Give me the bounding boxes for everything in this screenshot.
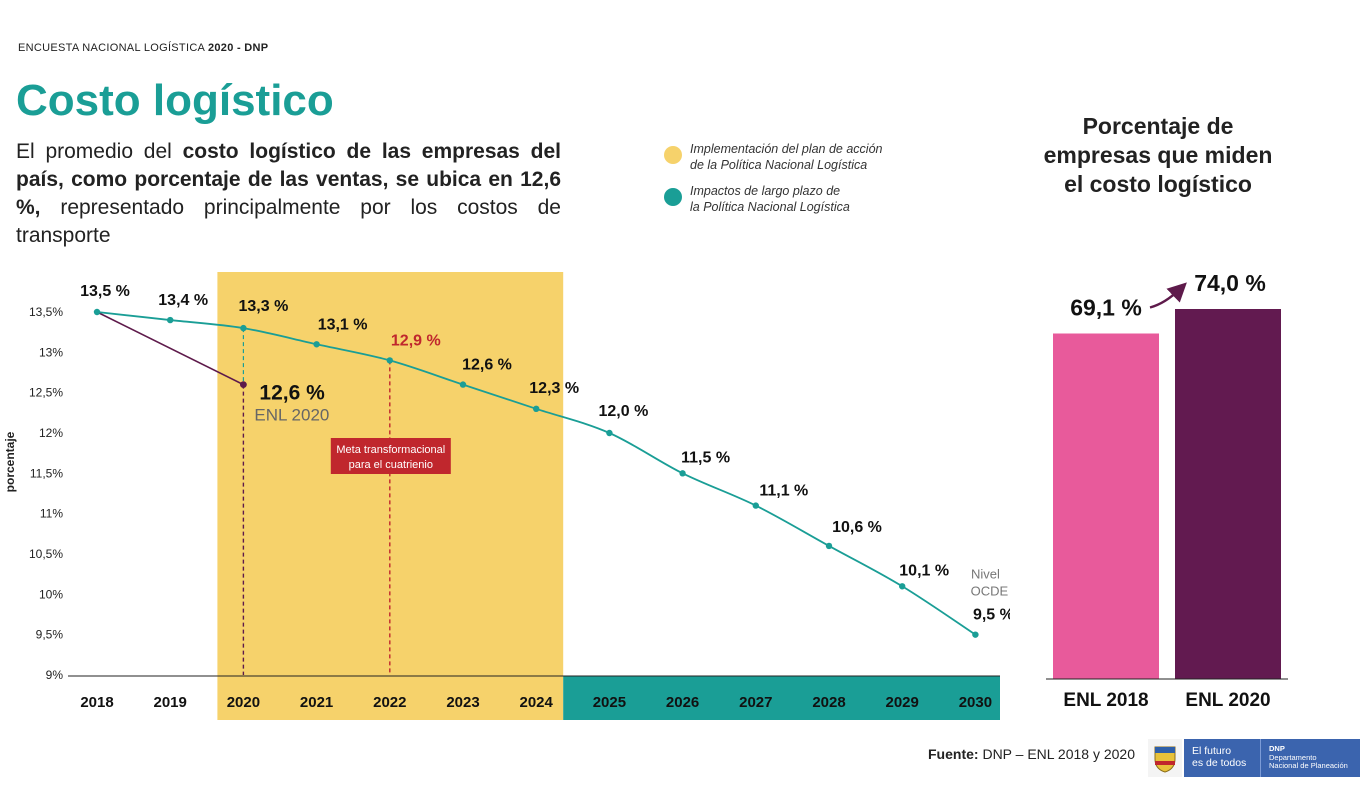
x-tick-label-2021: 2021 [300,694,333,711]
bar-chart-title: Porcentaje de empresas que miden el cost… [1043,113,1273,197]
data-label-2023: 12,6 % [462,357,512,374]
legend: Implementación del plan de acción de la … [664,141,910,215]
target-box [330,438,451,474]
data-point-2026 [679,470,686,477]
data-label-2027: 11,1 % [759,483,808,500]
data-point-2025 [606,429,613,437]
dnp-acronym: DNP [1269,744,1285,753]
x-tick-label-2024: 2024 [520,694,554,711]
header-suffix: 2020 - DNP [207,42,269,54]
government-logo-block: El futuro es de todos DNP Departamento N… [1148,739,1360,777]
y-tick-label: 9% [46,668,64,682]
ocde-label-line1: Nivel [971,567,1000,582]
subtitle: El promedio del costo logístico de las e… [16,138,561,250]
data-point-2028 [825,542,833,550]
dnp-name-line2: Nacional de Planeación [1269,761,1348,770]
long-term-period-band [563,676,1000,720]
subtitle-part1: El promedio del [16,140,183,163]
data-label-2026: 11,5 % [681,449,730,466]
legend-item-implementation: Implementación del plan de acción de la … [664,141,910,173]
data-label-2019: 13,4 % [158,292,208,309]
target-label-line2: para el cuatrienio [349,459,433,471]
line-chart: 13,5% 13% 12,5% 12% 11,5% 11% 10,5% 10% 9,5% 9% po… [3,272,1010,720]
enl2020-line [96,311,244,386]
data-point-2024 [533,405,540,412]
subtitle-bold: costo logístico de las empresas del país… [16,140,561,219]
legend-item-long-term: Impactos de largo plazo de la Política N… [664,183,910,215]
enl2020-sublabel: ENL 2020 [254,406,329,425]
bar-value-label-2020: 74,0 % [1194,270,1266,296]
slogan-line1: El futuro [1192,745,1232,757]
data-label-2021: 13,1 % [318,316,368,333]
dnp-box: DNP Departamento Nacional de Planeación [1260,739,1360,777]
source-note: Fuente: DNP – ENL 2018 y 2020 [928,746,1135,762]
coat-of-arms-icon [1148,739,1182,777]
bar-chart: ENL 2018 ENL 2020 69,1 % 74,0 % [1046,270,1288,711]
source-text: DNP – ENL 2018 y 2020 [982,746,1135,762]
y-tick-label: 11% [40,507,63,521]
x-tick-label-2027: 2027 [739,694,772,711]
data-label-2018: 13,5 % [80,283,130,300]
data-point-2018 [93,308,101,316]
enl2020-value-label: 12,6 % [259,382,325,405]
data-label-2020: 13,3 % [238,298,288,315]
x-tick-label-2029: 2029 [886,694,919,711]
y-tick-label: 12% [39,426,63,440]
data-point-2029 [899,583,906,590]
y-tick-label: 9,5% [36,628,64,642]
legend-implementation-line1: Implementación del plan de acción [690,142,883,156]
subtitle-part2: representado principalmente por los cost… [16,196,561,247]
data-point-2022 [386,357,393,364]
y-tick-label: 13,5% [29,305,63,319]
data-label-2024: 12,3 % [529,380,579,397]
x-tick-label-2023: 2023 [446,694,479,711]
bar-value-label-2018: 69,1 % [1070,295,1142,321]
report-header: ENCUESTA NACIONAL LOGÍSTICA 2020 - DNP [18,42,268,54]
bar-category-label: ENL 2018 [1063,690,1148,711]
bar-category-label: ENL 2020 [1185,690,1270,711]
data-label-2025: 12,0 % [598,403,648,420]
legend-long-term-line1: Impactos de largo plazo de [690,184,841,198]
y-tick-label: 10,5% [29,547,63,561]
x-tick-label-2028: 2028 [812,694,845,711]
x-tick-label-2030: 2030 [959,694,992,711]
data-point-2019 [167,316,174,324]
enl2020-point [240,381,247,388]
data-label-2030: 9,5 % [973,607,1010,624]
ocde-label-line2: OCDE [971,584,1009,599]
increase-arrow-icon [1149,282,1187,309]
data-label-2022: 12,9 % [391,332,441,349]
y-tick-label: 11,5% [30,466,63,480]
x-tick-label-2019: 2019 [154,694,187,711]
x-tick-label-2018: 2018 [80,694,113,711]
legend-dot-teal [664,188,682,206]
slogan-box: El futuro es de todos [1184,739,1260,777]
source-label: Fuente: [928,746,979,762]
data-point-2023 [459,381,467,388]
bar-enl-2018 [1053,333,1159,679]
legend-dot-yellow [664,146,682,164]
data-label-2028: 10,6 % [832,519,882,536]
legend-long-term-line2: la Política Nacional Logística [690,200,850,214]
target-label-line1: Meta transformacional [336,444,445,456]
dnp-name-line1: Departamento [1269,752,1317,762]
slogan-line2: es de todos [1192,757,1247,769]
data-point-2021 [313,341,320,348]
y-tick-label: 13% [39,345,63,359]
data-point-2027 [752,502,759,509]
x-tick-label-2025: 2025 [593,694,626,711]
y-axis-label: porcentaje [3,431,17,492]
bar-enl-2020 [1175,309,1281,679]
x-tick-label-2022: 2022 [373,694,406,711]
legend-implementation-line2: de la Política Nacional Logística [690,158,868,172]
y-tick-label: 12,5% [29,386,63,400]
data-label-2029: 10,1 % [899,562,949,579]
page-title: Costo logístico [16,76,334,125]
header-prefix: ENCUESTA NACIONAL LOGÍSTICA [18,42,205,54]
y-tick-label: 10% [39,587,63,601]
data-point-2020 [240,324,247,332]
x-tick-label-2026: 2026 [666,694,699,711]
data-point-2030 [972,631,979,638]
x-tick-label-2020: 2020 [227,694,260,711]
